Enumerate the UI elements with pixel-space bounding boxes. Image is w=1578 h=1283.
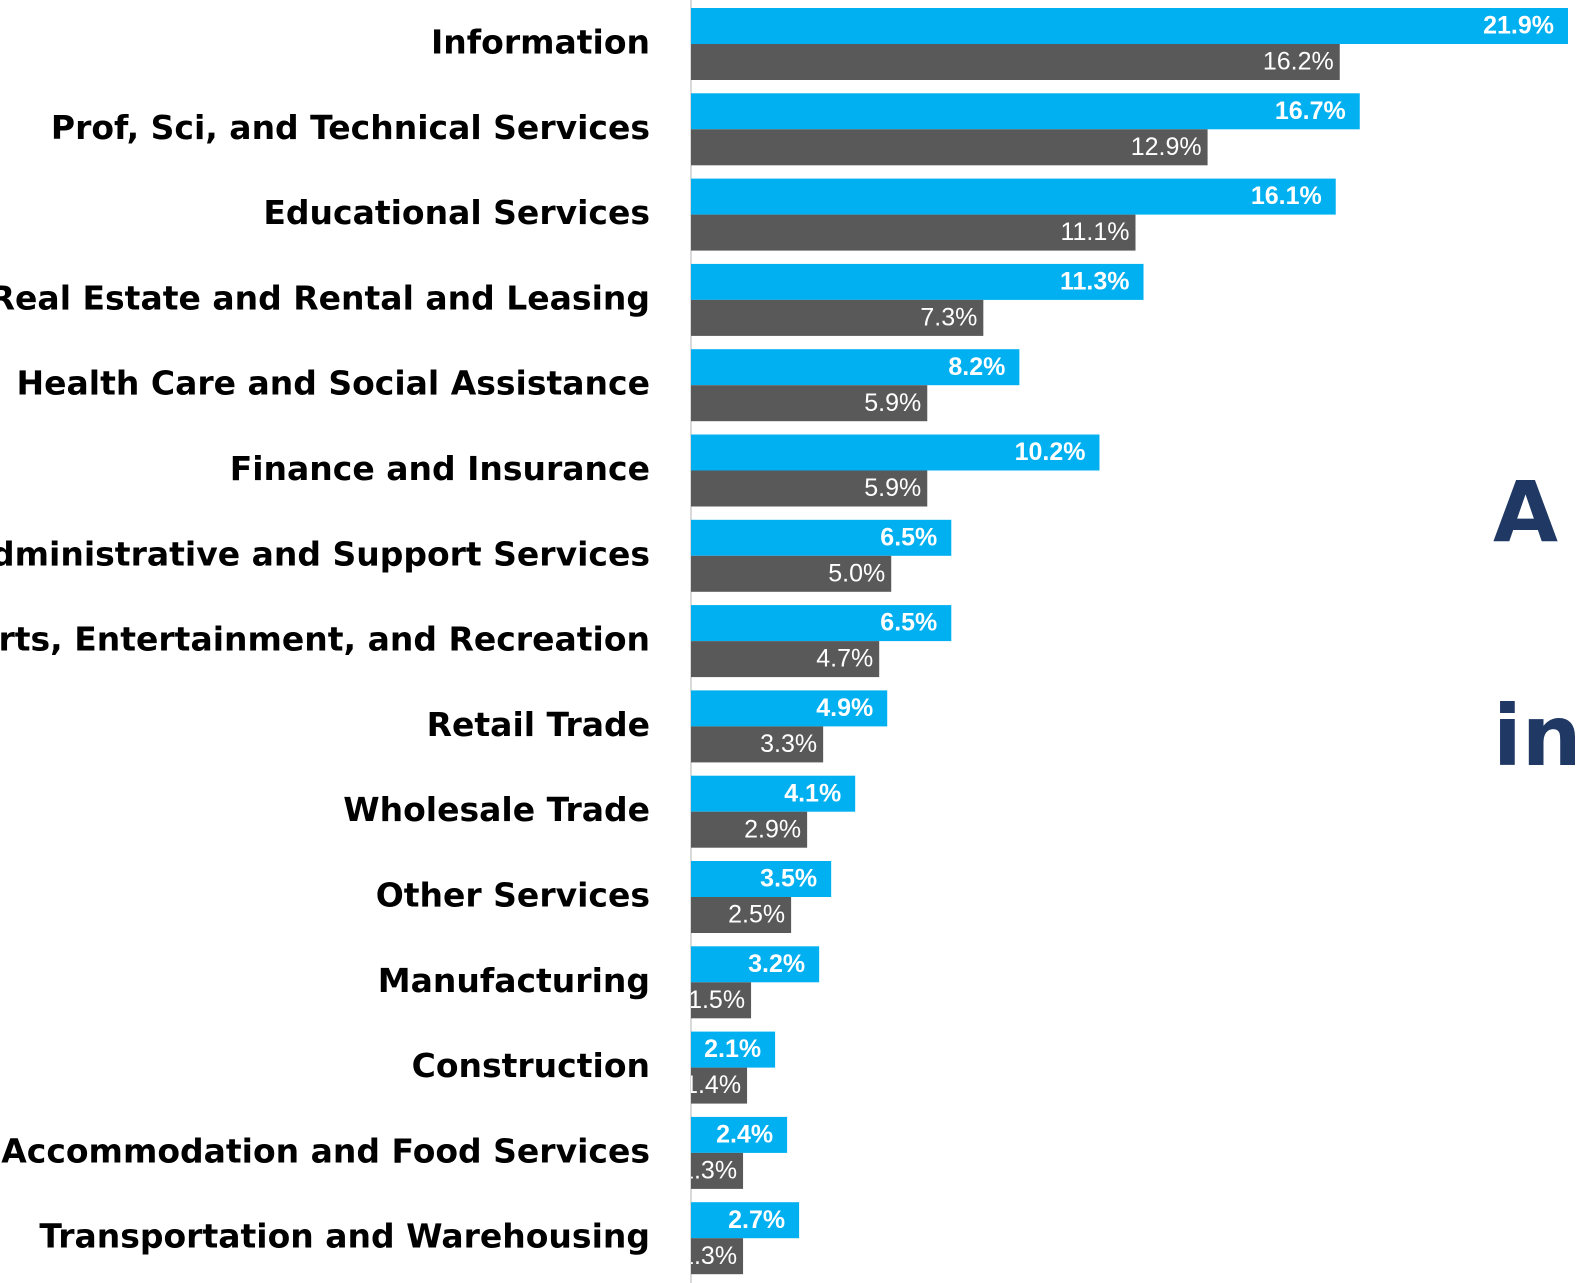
category-label: Wholesale Trade	[343, 790, 650, 829]
data-label: 21.9%	[1483, 12, 1554, 40]
data-label: 6.5%	[880, 523, 937, 551]
data-label: 1.3%	[680, 1242, 737, 1270]
data-label: 4.1%	[784, 779, 841, 807]
data-label: 8.2%	[948, 353, 1005, 381]
category-label: Retail Trade	[427, 705, 650, 744]
bar	[691, 263, 1144, 300]
plot-area: 21.9% 16.2% 16.7% 12.9% 16.1% 11.1% 11.3% 7.3% 8…	[680, 8, 1568, 1275]
data-label: 2.5%	[728, 901, 785, 929]
bar	[691, 641, 880, 678]
data-label: 2.1%	[704, 1035, 761, 1063]
data-label: 5.9%	[864, 474, 921, 502]
category-label: Administrative and Support Services	[0, 534, 650, 573]
bar	[691, 605, 952, 642]
bar	[691, 8, 1568, 44]
data-label: 11.3%	[1060, 268, 1130, 296]
category-label: Health Care and Social Assistance	[17, 364, 650, 403]
category-label: Arts, Entertainment, and Recreation	[0, 620, 650, 659]
bar	[691, 1152, 744, 1189]
bar	[691, 946, 820, 983]
bar	[691, 519, 952, 556]
data-label: 3.2%	[748, 950, 805, 978]
data-label: 10.2%	[1015, 438, 1086, 466]
bar	[691, 1116, 788, 1153]
bar	[691, 129, 1208, 166]
bar	[691, 775, 856, 812]
data-label: 12.9%	[1131, 133, 1202, 161]
bar	[691, 861, 832, 897]
annotation: A	[1493, 463, 1558, 561]
bar	[691, 811, 808, 848]
bar	[691, 1238, 744, 1275]
data-label: 2.4%	[716, 1121, 773, 1149]
bar	[691, 1031, 776, 1068]
bar	[691, 93, 1360, 130]
bar	[691, 434, 1100, 471]
category-labels: Information Prof, Sci, and Technical Serv…	[0, 23, 650, 1256]
data-label: 1.4%	[684, 1071, 741, 1099]
data-label: 16.1%	[1251, 182, 1322, 210]
bar	[691, 470, 928, 507]
annotation: in	[1493, 687, 1578, 785]
bar	[691, 1067, 748, 1104]
category-label: Construction	[412, 1046, 650, 1085]
bar	[691, 178, 1336, 215]
data-label: 5.9%	[864, 389, 921, 417]
category-label: Finance and Insurance	[230, 449, 650, 488]
bar	[691, 690, 888, 727]
data-label: 4.7%	[816, 645, 873, 673]
bar	[691, 897, 792, 933]
data-label: 3.5%	[760, 865, 817, 893]
data-label: 4.9%	[816, 694, 873, 722]
bar	[691, 349, 1020, 386]
category-label: Manufacturing	[378, 961, 650, 1000]
data-label: 11.1%	[1060, 218, 1129, 246]
bar	[691, 555, 892, 592]
data-label: 16.7%	[1275, 97, 1346, 125]
category-label: Accommodation and Food Services	[1, 1131, 650, 1170]
category-label: Prof, Sci, and Technical Services	[51, 108, 650, 147]
category-label: Other Services	[376, 876, 650, 915]
category-label: Educational Services	[263, 193, 650, 232]
bar	[691, 385, 928, 422]
data-label: 3.3%	[760, 730, 817, 758]
category-label: Information	[431, 23, 650, 62]
category-label: Transportation and Warehousing	[39, 1217, 650, 1256]
data-label: 1.5%	[688, 986, 745, 1014]
bar	[691, 214, 1136, 251]
data-label: 1.3%	[680, 1157, 737, 1185]
data-label: 2.7%	[728, 1206, 785, 1234]
data-label: 6.5%	[880, 609, 937, 637]
category-label: Real Estate and Rental and Leasing	[0, 278, 650, 317]
bar	[691, 726, 824, 763]
data-label: 7.3%	[920, 304, 977, 332]
bar	[691, 1202, 800, 1239]
data-label: 16.2%	[1263, 48, 1334, 76]
data-label: 2.9%	[744, 815, 801, 843]
data-label: 5.0%	[828, 559, 885, 587]
bar	[691, 44, 1340, 80]
bar	[691, 982, 752, 1019]
bar	[691, 299, 984, 336]
